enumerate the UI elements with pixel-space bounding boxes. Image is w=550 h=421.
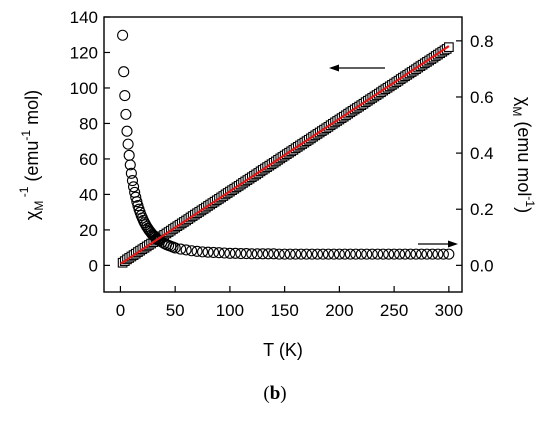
right-y-axis-title: χM (emu mol-1)	[510, 97, 537, 213]
susceptibility-point	[169, 242, 181, 254]
x-tick-label: 250	[380, 301, 408, 320]
susceptibility-point	[229, 247, 241, 259]
susceptibility-point	[119, 90, 131, 102]
susceptibility-point	[279, 248, 291, 260]
x-tick-label: 200	[325, 301, 353, 320]
right-y-tick-label: 0.6	[470, 88, 494, 107]
susceptibility-point	[191, 245, 203, 257]
susceptibility-point	[120, 108, 132, 120]
susceptibility-point	[218, 247, 230, 259]
susceptibility-point	[262, 248, 274, 260]
susceptibility-point	[322, 248, 334, 260]
susceptibility-point	[213, 247, 225, 259]
susceptibility-point	[240, 248, 252, 260]
susceptibility-point	[383, 248, 395, 260]
plot-frame	[103, 16, 463, 293]
left-y-tick-label: 20	[79, 221, 98, 240]
left-y-tick-label: 0	[89, 256, 98, 275]
left-y-tick-label: 140	[70, 8, 98, 27]
susceptibility-point	[268, 248, 280, 260]
x-tick-label: 100	[216, 301, 244, 320]
susceptibility-point	[399, 248, 411, 260]
susceptibility-point	[118, 66, 130, 78]
right-arrow-icon	[418, 240, 458, 248]
susceptibility-point	[426, 248, 438, 260]
susceptibility-point	[311, 248, 324, 260]
left-arrow-icon	[329, 64, 385, 72]
susceptibility-point	[388, 248, 400, 260]
susceptibility-point	[295, 248, 307, 260]
right-y-tick-label: 0.8	[470, 32, 494, 51]
x-axis-title: T (K)	[263, 340, 303, 360]
susceptibility-point	[124, 159, 136, 171]
left-y-tick-label: 120	[70, 43, 98, 62]
susceptibility-point	[394, 248, 406, 260]
susceptibility-point	[410, 248, 422, 260]
susceptibility-point	[328, 248, 340, 260]
magnetic-susceptibility-chart: 0 50 100 150 200 250 300 0 20 40 60 80 100 120 140 0.0 0…	[17, 8, 537, 360]
susceptibility-point	[246, 248, 258, 260]
x-tick-label: 150	[270, 301, 298, 320]
left-y-tick-label: 80	[79, 114, 98, 133]
susceptibility-point	[122, 138, 134, 150]
susceptibility-point	[421, 248, 433, 260]
susceptibility-point	[361, 248, 373, 260]
x-tick-label: 50	[166, 301, 185, 320]
susceptibility-point	[251, 248, 263, 260]
right-y-tick-label: 0.2	[470, 200, 494, 219]
susceptibility-point	[317, 248, 329, 260]
x-tick-label: 300	[435, 301, 463, 320]
susceptibility-point	[300, 248, 313, 260]
susceptibility-point	[344, 248, 356, 260]
susceptibility-point	[377, 248, 389, 260]
susceptibility-point	[350, 248, 362, 260]
right-y-tick-label: 0.0	[470, 256, 494, 275]
susceptibility-point	[151, 232, 163, 244]
susceptibility-point	[125, 167, 137, 179]
susceptibility-point	[257, 248, 269, 260]
susceptibility-point	[224, 247, 236, 259]
susceptibility-point	[432, 248, 444, 260]
susceptibility-point	[372, 248, 384, 260]
susceptibility-point	[437, 248, 449, 260]
left-y-axis-title: χM -1 (emu-1 mol)	[17, 90, 46, 220]
susceptibility-point	[126, 175, 139, 187]
left-y-tick-label: 60	[79, 150, 98, 169]
susceptibility-point	[273, 248, 285, 260]
fit-line	[119, 45, 450, 265]
right-y-tick-label: 0.4	[470, 144, 494, 163]
x-tick-label: 0	[116, 301, 125, 320]
susceptibility-point	[117, 29, 129, 41]
susceptibility-point	[186, 245, 198, 257]
left-y-tick-label: 40	[79, 185, 98, 204]
figure-caption: (b)	[263, 383, 287, 404]
susceptibility-point	[202, 246, 214, 258]
susceptibility-point	[284, 248, 296, 260]
susceptibility-point	[130, 191, 142, 203]
susceptibility-point	[366, 248, 378, 260]
susceptibility-point	[333, 248, 345, 260]
susceptibility-point	[415, 248, 428, 260]
susceptibility-point	[128, 181, 140, 193]
susceptibility-point	[339, 248, 351, 260]
susceptibility-point	[306, 248, 318, 260]
susceptibility-point	[180, 244, 192, 256]
susceptibility-point	[235, 248, 247, 260]
susceptibility-point	[121, 125, 133, 137]
susceptibility-point	[443, 248, 455, 260]
susceptibility-point	[123, 149, 135, 161]
susceptibility-point	[207, 246, 220, 258]
susceptibility-point	[355, 248, 367, 260]
susceptibility-point	[290, 248, 302, 260]
susceptibility-point	[196, 246, 209, 258]
susceptibility-point	[404, 248, 417, 260]
susceptibility-point	[175, 243, 187, 255]
left-y-tick-label: 100	[70, 79, 98, 98]
